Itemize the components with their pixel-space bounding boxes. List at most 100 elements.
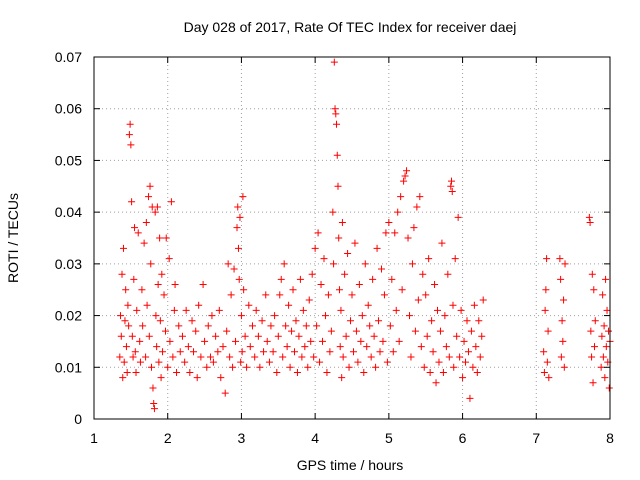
data-point — [351, 239, 359, 247]
data-point — [372, 363, 380, 371]
data-point — [150, 399, 158, 407]
data-point — [171, 281, 179, 289]
data-point — [447, 182, 455, 190]
x-axis-label: GPS time / hours — [297, 457, 404, 473]
data-point — [466, 394, 474, 402]
x-tick-label: 5 — [385, 430, 393, 446]
data-point — [243, 363, 251, 371]
data-point — [432, 379, 440, 387]
data-point — [478, 332, 486, 340]
data-point — [448, 177, 456, 185]
data-point — [132, 368, 140, 376]
data-point — [313, 322, 321, 330]
data-point — [181, 358, 189, 366]
data-point — [560, 296, 568, 304]
data-point — [193, 374, 201, 382]
data-point — [380, 291, 388, 299]
data-point — [590, 286, 598, 294]
data-point — [124, 301, 132, 309]
data-point — [448, 187, 456, 195]
data-point — [273, 368, 281, 376]
x-tick-label: 8 — [606, 430, 614, 446]
data-point — [230, 265, 238, 273]
data-point — [338, 374, 346, 382]
data-point — [464, 348, 472, 356]
data-point — [215, 306, 223, 314]
data-point — [248, 322, 256, 330]
data-point — [541, 306, 549, 314]
data-point — [599, 353, 607, 361]
data-point — [605, 384, 613, 392]
data-point — [347, 317, 355, 325]
data-point — [473, 368, 481, 376]
data-point — [321, 312, 329, 320]
data-point — [142, 218, 150, 226]
data-point — [336, 343, 344, 351]
data-point — [147, 260, 155, 268]
data-point — [345, 363, 353, 371]
data-point — [178, 332, 186, 340]
data-point — [138, 286, 146, 294]
data-point — [262, 291, 270, 299]
data-point — [476, 353, 484, 361]
axis-ticks: 1 2 3 4 5 6 7 8 0 0.01 0.02 0.03 0.04 0.05 0.06 0.07 — [55, 49, 614, 446]
data-point — [457, 306, 465, 314]
data-point — [153, 343, 161, 351]
data-point — [155, 358, 163, 366]
data-point — [147, 363, 155, 371]
data-point — [349, 348, 357, 356]
data-point — [292, 317, 300, 325]
data-point — [288, 327, 296, 335]
y-tick-label: 0.01 — [55, 359, 82, 375]
data-point — [369, 275, 377, 283]
data-point — [382, 229, 390, 237]
data-point — [283, 343, 291, 351]
data-point — [442, 343, 450, 351]
data-point — [146, 182, 154, 190]
data-point — [201, 337, 209, 345]
data-point — [403, 167, 411, 175]
data-point — [289, 286, 297, 294]
data-point — [323, 368, 331, 376]
data-point — [150, 405, 158, 413]
y-axis-label: ROTI / TECUs — [5, 193, 21, 283]
data-point — [176, 348, 184, 356]
data-point — [361, 260, 369, 268]
data-point — [184, 343, 192, 351]
data-point — [451, 255, 459, 263]
data-point — [164, 363, 172, 371]
data-point — [305, 296, 313, 304]
data-point — [131, 224, 139, 232]
data-point — [429, 348, 437, 356]
data-point — [438, 239, 446, 247]
data-point — [463, 317, 471, 325]
data-point — [307, 337, 315, 345]
data-point — [119, 374, 127, 382]
x-tick-label: 7 — [532, 430, 540, 446]
data-point — [460, 337, 468, 345]
data-point — [543, 358, 551, 366]
data-point — [456, 353, 464, 361]
data-point — [271, 312, 279, 320]
data-point — [339, 353, 347, 361]
data-point — [453, 332, 461, 340]
data-point — [591, 317, 599, 325]
data-point — [190, 348, 198, 356]
data-point — [274, 332, 282, 340]
data-point — [540, 348, 548, 356]
data-point — [439, 368, 447, 376]
data-point — [561, 260, 569, 268]
data-point — [422, 291, 430, 299]
data-point — [256, 363, 264, 371]
data-point — [122, 286, 130, 294]
data-point — [241, 332, 249, 340]
data-point — [167, 198, 175, 206]
data-point — [475, 317, 483, 325]
data-point — [401, 172, 409, 180]
data-point — [334, 182, 342, 190]
data-point — [296, 275, 304, 283]
data-point — [383, 358, 391, 366]
data-point — [245, 301, 253, 309]
data-point — [400, 177, 408, 185]
